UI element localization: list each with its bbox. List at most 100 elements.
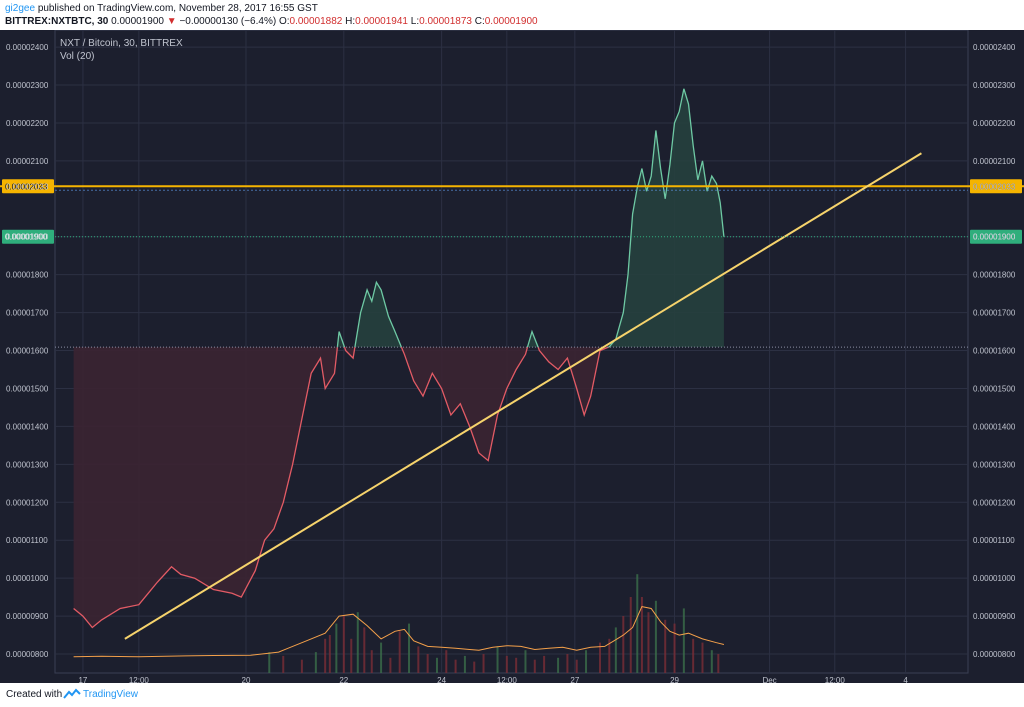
volume-bar bbox=[585, 650, 588, 673]
y-tick-label-left: 0.00001200 bbox=[6, 498, 49, 507]
y-tick-label-right: 0.00002400 bbox=[973, 43, 1016, 52]
y-tick-label-left: 0.00001900 bbox=[6, 233, 49, 242]
volume-bar bbox=[682, 608, 685, 673]
legend-indicator: Vol (20) bbox=[60, 51, 94, 62]
volume-bar bbox=[629, 597, 632, 673]
y-tick-label-left: 0.00001400 bbox=[6, 422, 49, 431]
area-above-baseline bbox=[527, 331, 539, 348]
volume-bar bbox=[647, 612, 650, 673]
y-tick-label-right: 0.00001400 bbox=[973, 422, 1016, 431]
volume-bar bbox=[566, 654, 569, 673]
high-value: 0.00001941 bbox=[355, 16, 408, 27]
close-value: 0.00001900 bbox=[484, 16, 538, 27]
open-value: 0.00001882 bbox=[289, 16, 343, 27]
volume-bar bbox=[342, 616, 345, 673]
area-above-baseline bbox=[608, 88, 724, 348]
price-lines bbox=[55, 88, 968, 629]
y-tick-label-left: 0.00001600 bbox=[6, 347, 49, 356]
volume-bar bbox=[505, 655, 508, 673]
down-arrow-icon: ▼ bbox=[166, 16, 177, 27]
volume-bar bbox=[370, 650, 373, 673]
volume-pane bbox=[73, 574, 725, 673]
x-tick-label: 24 bbox=[437, 676, 446, 683]
y-tick-label-right: 0.00001200 bbox=[973, 498, 1016, 507]
y-tick-label-left: 0.00002300 bbox=[6, 81, 49, 90]
volume-bar bbox=[575, 659, 578, 673]
last-price-tag-right-bg bbox=[970, 229, 1022, 244]
tradingview-link[interactable]: TradingView bbox=[83, 689, 139, 700]
hline-tag-right-bg bbox=[970, 179, 1022, 194]
x-tick-label: 29 bbox=[670, 676, 679, 683]
volume-bar bbox=[515, 657, 518, 673]
volume-bar bbox=[473, 661, 476, 673]
volume-bar bbox=[356, 612, 359, 673]
volume-bar bbox=[314, 652, 317, 673]
axes: 0.00000800 0.00000800 0.00000900 0.00000900… bbox=[6, 43, 1016, 683]
created-with-label: Created with bbox=[6, 689, 63, 700]
volume-bar bbox=[710, 650, 713, 673]
volume-bar bbox=[445, 650, 448, 673]
close-label: C: bbox=[474, 16, 485, 27]
area-above-baseline bbox=[354, 282, 402, 348]
volume-bar bbox=[533, 659, 536, 673]
x-tick-label: 12:00 bbox=[497, 676, 518, 683]
y-tick-label-left: 0.00001100 bbox=[6, 536, 48, 545]
area-below-baseline bbox=[344, 347, 355, 359]
volume-bar bbox=[463, 655, 466, 673]
volume-ma-line bbox=[73, 606, 725, 658]
volume-bar bbox=[599, 642, 602, 673]
area-below-baseline bbox=[73, 347, 338, 628]
volume-bar bbox=[398, 631, 401, 673]
symbol-label: BITTREX:NXTBTC, 30 bbox=[5, 16, 109, 27]
volume-bar bbox=[408, 623, 411, 673]
volume-bar bbox=[701, 642, 704, 673]
y-tick-label-right: 0.00002200 bbox=[973, 119, 1016, 128]
y-tick-label-right: 0.00001300 bbox=[973, 460, 1016, 469]
volume-bar bbox=[324, 638, 327, 673]
hline-tag-right: 0.00002033 bbox=[973, 182, 1016, 191]
volume-bar bbox=[363, 627, 366, 673]
volume-bar bbox=[608, 638, 611, 673]
volume-bar bbox=[654, 600, 657, 673]
price-area bbox=[73, 88, 724, 628]
y-tick-label-right: 0.00001700 bbox=[973, 309, 1016, 318]
y-tick-label-left: 0.00002400 bbox=[6, 43, 49, 52]
x-tick-label: 12:00 bbox=[825, 676, 846, 683]
y-tick-label-right: 0.00001900 bbox=[973, 233, 1016, 242]
y-tick-label-right: 0.00001600 bbox=[973, 347, 1016, 356]
overlays: 0.00002033 0.00002033 0.00001900 0.00001900 bbox=[0, 152, 1024, 640]
hline-tag-left-bg bbox=[2, 179, 54, 194]
volume-bar bbox=[717, 654, 720, 673]
last-price-tag-left-bg bbox=[2, 229, 54, 244]
y-tick-label-left: 0.00000800 bbox=[6, 650, 49, 659]
price-line-up bbox=[526, 329, 539, 348]
area-below-baseline bbox=[401, 347, 528, 461]
volume-bar bbox=[557, 657, 560, 673]
volume-bar bbox=[524, 650, 527, 673]
volume-bar bbox=[417, 646, 420, 673]
volume-bar bbox=[673, 623, 676, 673]
volume-bar bbox=[268, 652, 271, 673]
y-tick-label-left: 0.00001000 bbox=[6, 574, 49, 583]
volume-bar bbox=[389, 657, 392, 673]
plot-frame bbox=[54, 30, 969, 674]
high-label: H: bbox=[345, 16, 356, 27]
tradingview-logo-icon bbox=[63, 688, 81, 699]
volume-bar bbox=[300, 659, 303, 673]
y-tick-label-right: 0.00000800 bbox=[973, 650, 1016, 659]
legend-title: NXT / Bitcoin, 30, BITTREX bbox=[60, 38, 183, 49]
last-price-tag-right: 0.00001900 bbox=[973, 233, 1016, 242]
x-tick-label: 12:00 bbox=[129, 676, 150, 683]
hline-tag-left: 0.00002033 bbox=[5, 182, 48, 191]
area-below-baseline bbox=[538, 347, 609, 415]
y-tick-label-right: 0.00001000 bbox=[973, 574, 1016, 583]
price-line-down bbox=[73, 347, 339, 629]
volume-bar bbox=[664, 619, 667, 673]
low-label: L: bbox=[410, 16, 420, 27]
author-link[interactable]: gi2gee bbox=[5, 3, 36, 14]
volume-bar bbox=[282, 655, 285, 673]
y-tick-label-right: 0.00001100 bbox=[973, 536, 1015, 545]
price-chart[interactable]: 0.00002033 0.00002033 0.00001900 0.00001900… bbox=[0, 30, 1024, 683]
x-tick-label: 27 bbox=[570, 676, 579, 683]
x-tick-label: 4 bbox=[903, 676, 908, 683]
